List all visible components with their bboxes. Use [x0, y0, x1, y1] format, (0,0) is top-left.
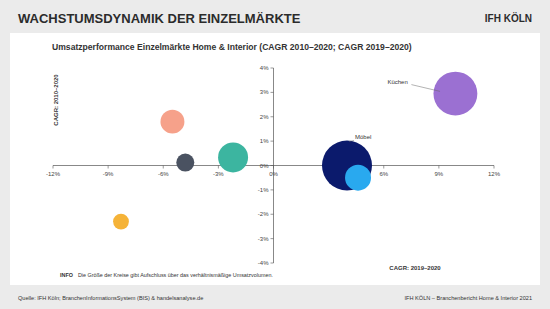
note-label: INFO — [60, 272, 73, 278]
y-tick — [271, 263, 274, 264]
bubble — [218, 142, 248, 172]
y-tick — [271, 238, 274, 239]
x-tick-label: -6% — [158, 171, 169, 177]
x-tick — [163, 166, 164, 169]
y-tick — [271, 141, 274, 142]
x-tick — [383, 166, 384, 169]
y-tick-label: 0% — [260, 163, 269, 169]
bubble — [322, 141, 372, 191]
x-tick-label: 6% — [379, 171, 388, 177]
x-tick-label: -12% — [46, 171, 61, 177]
x-tick-label: 9% — [435, 171, 444, 177]
x-tick — [53, 166, 54, 169]
y-tick — [271, 214, 274, 215]
panel — [10, 33, 540, 285]
leader-line — [349, 141, 354, 142]
leader-line — [411, 85, 440, 92]
y-tick-label: -1% — [258, 187, 269, 193]
x-tick-label: -3% — [213, 171, 224, 177]
y-tick — [271, 116, 274, 117]
title: WACHSTUMSDYNAMIK DER EINZELMÄRKTE — [18, 11, 301, 26]
chart: WACHSTUMSDYNAMIK DER EINZELMÄRKTE IFH KÖL… — [0, 0, 550, 309]
y-tick-label: 4% — [260, 65, 269, 71]
brand: IFH KÖLN — [485, 12, 532, 24]
x-tick-label: 12% — [488, 171, 501, 177]
y-tick — [271, 189, 274, 190]
y-tick — [271, 165, 274, 166]
x-tick-label: 0% — [269, 171, 278, 177]
x-tick — [273, 166, 274, 169]
bubble — [176, 154, 194, 172]
y-tick-label: -4% — [258, 260, 269, 266]
source: Quelle: IFH Köln; BranchenInformationsSy… — [18, 295, 203, 301]
x-tick — [438, 166, 439, 169]
y-tick-label: 3% — [260, 89, 269, 95]
bubble — [345, 165, 371, 191]
background — [0, 0, 550, 309]
note: INFO Die Größe der Kreise gibt Aufschluss… — [60, 272, 273, 278]
x-tick — [494, 166, 495, 169]
bubble — [433, 72, 477, 116]
y-tick-label: 1% — [260, 138, 269, 144]
bubble — [160, 110, 184, 134]
y-tick-label: -2% — [258, 211, 269, 217]
bubble — [113, 214, 129, 230]
y-tick-label: -3% — [258, 236, 269, 242]
subtitle: Umsatzperformance Einzelmärkte Home & In… — [52, 42, 412, 52]
bubbles — [113, 72, 477, 230]
y-axis-title: CAGR: 2010–2020 — [53, 74, 59, 126]
point-label: Küchen — [387, 79, 407, 85]
y-tick-label: 2% — [260, 114, 269, 120]
point-label: Möbel — [355, 134, 371, 140]
y-tick — [271, 92, 274, 93]
x-tick — [108, 166, 109, 169]
y-tick — [271, 68, 274, 69]
x-tick-label: -9% — [103, 171, 114, 177]
footer: IFH KÖLN – Branchenbericht Home & Interi… — [405, 295, 532, 301]
note-text: Die Größe der Kreise gibt Aufschluss übe… — [78, 272, 273, 278]
x-tick — [218, 166, 219, 169]
x-axis-title: CAGR: 2019–2020 — [389, 265, 441, 271]
